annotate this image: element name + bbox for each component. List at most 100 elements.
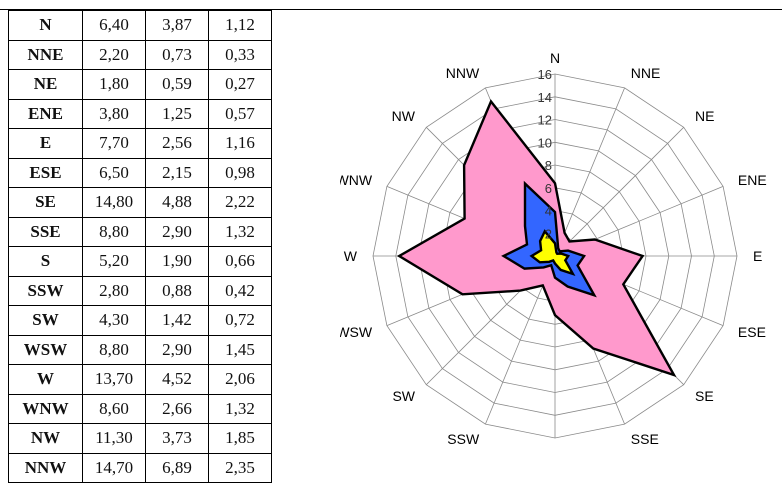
value-cell: 6,40 xyxy=(82,10,146,41)
value-cell: 14,80 xyxy=(82,187,146,218)
table-row: NNE 2,20 0,73 0,33 xyxy=(8,39,272,70)
value-cell: 8,80 xyxy=(82,216,146,247)
direction-cell: NW xyxy=(8,423,83,454)
direction-cell: NE xyxy=(8,69,83,100)
table-row: WSW 8,80 2,90 1,45 xyxy=(8,334,272,365)
axis-tick-label: 14 xyxy=(538,90,552,105)
axis-tick-label: 4 xyxy=(545,204,552,219)
value-cell: 1,25 xyxy=(145,98,209,129)
category-label: SSE xyxy=(631,431,659,445)
wind-data-table: N 6,40 3,87 1,12 NNE 2,20 0,73 0,33 NE 1,80 0,59 0,… xyxy=(8,10,272,483)
axis-tick-label: 10 xyxy=(538,135,552,150)
direction-cell: SW xyxy=(8,305,83,336)
category-labels: NNNENEENEEESESESSESSSWSWWSWWWNWNWNNW xyxy=(340,50,767,445)
table-row: SSE 8,80 2,90 1,32 xyxy=(8,216,272,247)
category-label: NE xyxy=(695,108,714,124)
value-cell: 2,20 xyxy=(82,39,146,70)
value-cell: 0,72 xyxy=(208,305,272,336)
value-cell: 1,85 xyxy=(208,423,272,454)
value-cell: 5,20 xyxy=(82,246,146,277)
value-cell: 3,80 xyxy=(82,98,146,129)
value-cell: 0,59 xyxy=(145,69,209,100)
table-row: NNW 14,70 6,89 2,35 xyxy=(8,452,272,483)
value-cell: 2,35 xyxy=(208,452,272,483)
series-area xyxy=(529,229,576,276)
value-cell: 1,12 xyxy=(208,10,272,41)
axis-tick-label: 12 xyxy=(538,113,552,128)
value-cell: 2,06 xyxy=(208,364,272,395)
value-cell: 7,70 xyxy=(82,128,146,159)
value-cell: 2,80 xyxy=(82,275,146,306)
value-cell: 1,42 xyxy=(145,305,209,336)
value-cell: 11,30 xyxy=(82,423,146,454)
category-label: W xyxy=(344,248,358,264)
value-cell: 6,50 xyxy=(82,157,146,188)
axis-tick-label: 16 xyxy=(538,67,552,82)
category-label: NNE xyxy=(631,65,661,81)
top-border-line xyxy=(0,9,782,10)
value-cell: 4,52 xyxy=(145,364,209,395)
grid-spoke xyxy=(554,127,684,257)
table-body: N 6,40 3,87 1,12 NNE 2,20 0,73 0,33 NE 1,80 0,59 0,… xyxy=(8,10,272,483)
value-cell: 14,70 xyxy=(82,452,146,483)
value-cell: 1,90 xyxy=(145,246,209,277)
value-cell: 0,88 xyxy=(145,275,209,306)
direction-cell: SSE xyxy=(8,216,83,247)
grid-spoke xyxy=(554,87,625,257)
direction-cell: ESE xyxy=(8,157,83,188)
direction-cell: WSW xyxy=(8,334,83,365)
value-cell: 2,66 xyxy=(145,393,209,424)
direction-cell: SSW xyxy=(8,275,83,306)
value-cell: 0,33 xyxy=(208,39,272,70)
table-row: SW 4,30 1,42 0,72 xyxy=(8,305,272,336)
value-cell: 0,66 xyxy=(208,246,272,277)
value-cell: 4,30 xyxy=(82,305,146,336)
value-cell: 3,87 xyxy=(145,10,209,41)
table-row: ESE 6,50 2,15 0,98 xyxy=(8,157,272,188)
axis-tick-label: 2 xyxy=(545,226,552,241)
direction-cell: E xyxy=(8,128,83,159)
category-label: E xyxy=(753,248,762,264)
category-label: N xyxy=(550,50,560,66)
table-row: W 13,70 4,52 2,06 xyxy=(8,364,272,395)
value-cell: 2,90 xyxy=(145,216,209,247)
table-row: SE 14,80 4,88 2,22 xyxy=(8,187,272,218)
direction-cell: SE xyxy=(8,187,83,218)
value-cell: 1,16 xyxy=(208,128,272,159)
table-row: NE 1,80 0,59 0,27 xyxy=(8,69,272,100)
value-cell: 13,70 xyxy=(82,364,146,395)
table-row: N 6,40 3,87 1,12 xyxy=(8,10,272,41)
tick-layer: 2 4 6 8 10 12 14 16 xyxy=(538,67,552,241)
category-label: SE xyxy=(695,388,714,404)
table-row: SSW 2,80 0,88 0,42 xyxy=(8,275,272,306)
value-cell: 0,73 xyxy=(145,39,209,70)
table-row: S 5,20 1,90 0,66 xyxy=(8,246,272,277)
direction-cell: NNW xyxy=(8,452,83,483)
direction-cell: WNW xyxy=(8,393,83,424)
value-cell: 2,22 xyxy=(208,187,272,218)
value-cell: 1,32 xyxy=(208,393,272,424)
direction-cell: N xyxy=(8,10,83,41)
table-row: E 7,70 2,56 1,16 xyxy=(8,128,272,159)
category-label: ESE xyxy=(738,324,766,340)
table-row: WNW 8,60 2,66 1,32 xyxy=(8,393,272,424)
value-cell: 0,57 xyxy=(208,98,272,129)
table-row: NW 11,30 3,73 1,85 xyxy=(8,423,272,454)
value-cell: 0,98 xyxy=(208,157,272,188)
value-cell: 3,73 xyxy=(145,423,209,454)
category-label: NW xyxy=(392,108,416,124)
value-cell: 4,88 xyxy=(145,187,209,218)
category-label: WSW xyxy=(340,324,373,340)
direction-cell: NNE xyxy=(8,39,83,70)
value-cell: 8,80 xyxy=(82,334,146,365)
category-label: SW xyxy=(392,388,415,404)
axis-tick-label: 8 xyxy=(545,158,552,173)
series-layer xyxy=(396,99,677,378)
direction-cell: W xyxy=(8,364,83,395)
value-cell: 8,60 xyxy=(82,393,146,424)
value-cell: 2,15 xyxy=(145,157,209,188)
category-label: NNW xyxy=(446,65,480,81)
direction-cell: S xyxy=(8,246,83,277)
value-cell: 0,42 xyxy=(208,275,272,306)
